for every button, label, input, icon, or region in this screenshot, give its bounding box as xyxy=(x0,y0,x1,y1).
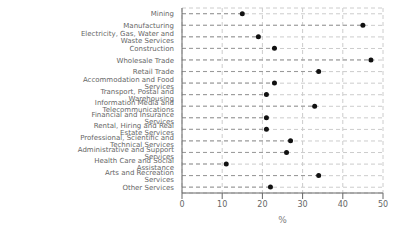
svg-text:40: 40 xyxy=(338,200,348,209)
svg-text:Electricity, Gas, Water andWas: Electricity, Gas, Water andWaste Service… xyxy=(81,30,174,45)
svg-text:Wholesale Trade: Wholesale Trade xyxy=(117,57,174,65)
svg-text:Mining: Mining xyxy=(151,10,174,18)
svg-text:20: 20 xyxy=(257,200,267,209)
svg-text:Other Services: Other Services xyxy=(122,184,174,192)
svg-text:%: % xyxy=(278,215,287,225)
svg-text:Manufacturing: Manufacturing xyxy=(123,22,174,30)
svg-text:10: 10 xyxy=(217,200,227,209)
svg-text:30: 30 xyxy=(298,200,308,209)
svg-text:Arts and RecreationServices: Arts and RecreationServices xyxy=(105,169,174,184)
svg-text:Construction: Construction xyxy=(129,45,174,53)
svg-text:Retail Trade: Retail Trade xyxy=(133,68,174,76)
svg-text:50: 50 xyxy=(378,200,388,209)
svg-text:0: 0 xyxy=(179,200,184,209)
